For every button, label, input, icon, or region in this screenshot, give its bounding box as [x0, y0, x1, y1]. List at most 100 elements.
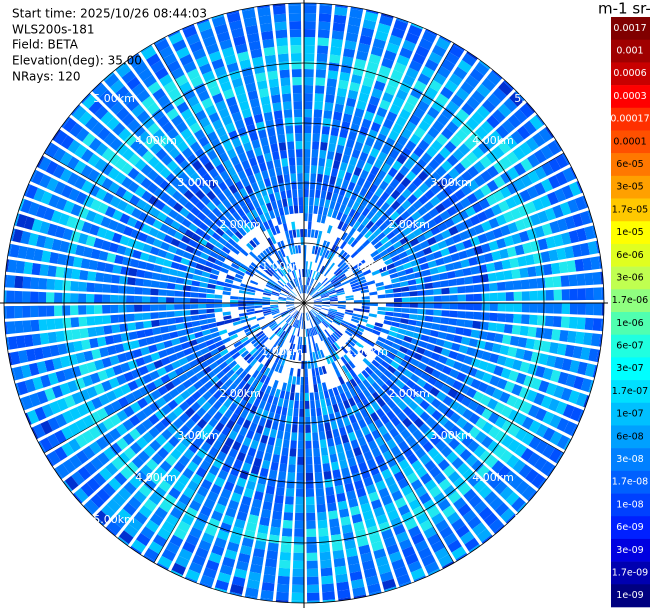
scan-cell: [78, 206, 90, 220]
scan-cell: [168, 209, 179, 220]
scan-cell: [88, 100, 103, 115]
scan-cell: [70, 281, 79, 292]
scan-cell: [367, 316, 377, 322]
scan-cell: [214, 289, 223, 295]
scan-cell: [295, 352, 299, 361]
scan-cell: [515, 480, 530, 495]
scan-cell: [186, 68, 200, 81]
scan-cell: [367, 129, 378, 140]
scan-cell: [305, 400, 310, 409]
scan-cell: [313, 297, 322, 301]
scan-cell: [129, 414, 141, 427]
scan-cell: [349, 505, 361, 516]
scan-cell: [380, 270, 390, 277]
scan-cell: [61, 116, 71, 128]
scan-cell: [363, 451, 374, 462]
scan-cell: [214, 579, 229, 591]
scan-cell: [363, 476, 374, 487]
scan-cell: [286, 306, 295, 310]
scan-cell: [263, 452, 272, 462]
scan-cell: [334, 331, 342, 338]
scan-cell: [300, 320, 303, 329]
scan-cell: [267, 70, 278, 80]
scan-cell: [289, 334, 294, 343]
scan-cell: [384, 137, 396, 148]
scan-cell: [312, 376, 317, 385]
scan-cell: [175, 442, 187, 454]
scan-cell: [188, 442, 200, 454]
scan-cell: [354, 270, 363, 277]
scan-cell: [485, 230, 496, 242]
scan-cell: [416, 314, 426, 321]
scan-cell: [248, 264, 257, 272]
scan-cell: [418, 139, 430, 151]
scan-cell: [113, 387, 124, 399]
scan-cell: [238, 227, 247, 237]
scan-cell: [335, 285, 344, 291]
scan-cell: [203, 423, 214, 435]
scan-cell: [451, 546, 467, 560]
scan-cell: [321, 126, 330, 135]
scan-cell: [329, 307, 338, 310]
scan-cell: [369, 465, 380, 476]
scan-cell: [159, 274, 169, 282]
scan-cell: [231, 77, 244, 89]
scan-cell: [404, 518, 418, 531]
scan-cell: [401, 511, 414, 523]
scan-cell: [314, 282, 321, 289]
scan-cell: [333, 282, 342, 288]
scan-cell: [393, 524, 406, 536]
scan-cell: [116, 374, 127, 386]
scan-cell: [235, 367, 244, 376]
scan-cell: [123, 405, 135, 418]
scan-cell: [36, 155, 45, 168]
scan-cell: [230, 296, 239, 300]
scan-cell: [576, 181, 583, 194]
scan-cell: [394, 497, 407, 509]
scan-cell: [260, 276, 269, 282]
scan-cell: [285, 423, 292, 433]
scan-cell: [268, 534, 280, 544]
scan-cell: [377, 290, 386, 295]
scan-cell: [257, 332, 266, 340]
scan-cell: [122, 226, 134, 237]
scan-cell: [281, 158, 289, 167]
scan-cell: [406, 325, 416, 332]
scan-cell: [310, 253, 314, 262]
scan-cell: [441, 303, 450, 310]
scan-cell: [82, 375, 93, 387]
scan-cell: [444, 141, 457, 153]
scan-cell: [127, 167, 140, 180]
scan-cell: [173, 394, 185, 405]
scan-cell: [427, 447, 440, 459]
scan-cell: [485, 455, 499, 469]
scan-cell: [243, 273, 252, 280]
scan-cell: [244, 116, 254, 127]
scan-cell: [171, 114, 184, 127]
scan-cell: [278, 207, 285, 217]
scan-cell: [260, 187, 268, 197]
scan-cell: [150, 304, 159, 312]
scan-cell: [71, 392, 83, 405]
scan-cell: [341, 383, 349, 393]
scan-cell: [422, 441, 434, 453]
scan-cell: [352, 290, 362, 295]
scan-cell: [205, 559, 220, 572]
scan-cell: [564, 344, 575, 358]
scan-cell: [351, 404, 360, 414]
scan-cell: [346, 24, 360, 35]
scan-cell: [284, 504, 294, 513]
scan-cell: [348, 131, 358, 141]
scan-cell: [96, 227, 108, 239]
scan-cell: [181, 235, 191, 244]
scan-cell: [70, 203, 82, 217]
scan-cell: [218, 384, 228, 394]
scan-cell: [515, 428, 528, 442]
scan-cell: [397, 270, 407, 277]
scan-cell: [294, 360, 298, 369]
scan-cell: [424, 282, 434, 289]
scan-cell: [196, 448, 208, 459]
scan-cell: [225, 228, 234, 238]
scan-cell: [449, 310, 458, 318]
scan-cell: [262, 306, 271, 310]
